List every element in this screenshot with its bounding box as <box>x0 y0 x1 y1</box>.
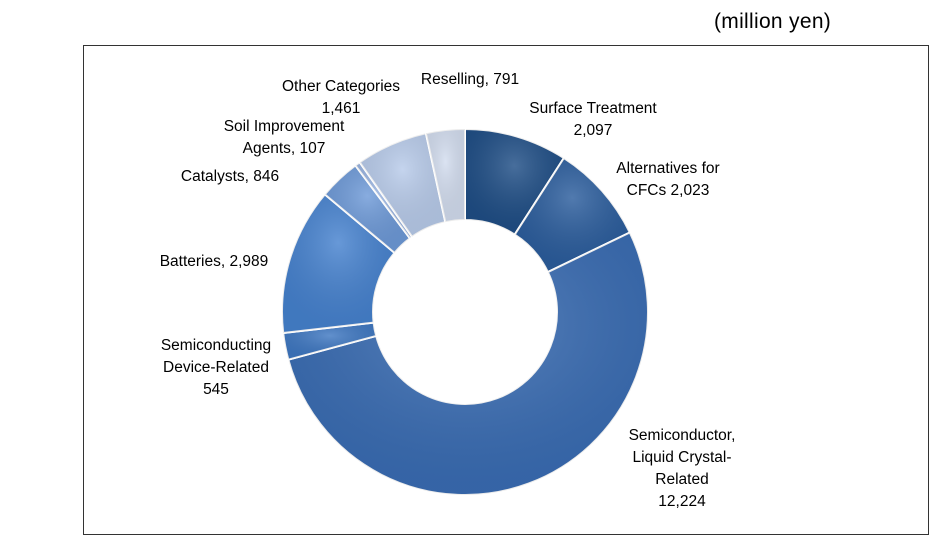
slices-group <box>281 127 649 496</box>
slice-label-line: Agents, 107 <box>243 140 326 157</box>
slice-label-line: 545 <box>203 381 229 398</box>
donut-slice-shade <box>465 129 564 235</box>
slice-label-line: Liquid Crystal- <box>632 449 731 466</box>
slice-label-line: 2,097 <box>574 122 613 139</box>
slice-label-line: Surface Treatment <box>529 100 657 117</box>
slice-label-line: Semiconductor, <box>629 427 736 444</box>
unit-label: (million yen) <box>714 10 832 33</box>
slice-label: Catalysts, 846 <box>181 168 279 185</box>
slice-label: Batteries, 2,989 <box>160 253 269 270</box>
slice-label-line: 1,461 <box>322 100 361 117</box>
slice-label: Other Categories 1,461 <box>282 78 400 117</box>
donut-slice-shade <box>425 129 465 223</box>
slice-label-line: Catalysts, 846 <box>181 168 279 185</box>
donut-slice-shade <box>359 133 446 237</box>
slice-label: Surface Treatment 2,097 <box>529 100 657 139</box>
donut-slice-shade <box>282 194 395 334</box>
slice-label: Soil Improvement Agents, 107 <box>224 118 345 157</box>
slice-label-line: Alternatives for <box>616 160 719 177</box>
slice-label-line: Batteries, 2,989 <box>160 253 269 270</box>
slice-label-line: 12,224 <box>658 493 706 510</box>
donut-slice-shade <box>324 165 410 253</box>
labels-group: Surface Treatment 2,097 Alternatives for CF… <box>160 71 736 510</box>
slice-label-line: Related <box>655 471 708 488</box>
slice-label: Reselling, 791 <box>421 71 519 88</box>
slice-label-line: Other Categories <box>282 78 400 95</box>
slice-label: Semiconducting Device-Related 545 <box>161 337 271 398</box>
donut-slice-shade <box>288 232 649 496</box>
donut-slice-shade <box>514 158 630 273</box>
donut-slice-shade <box>355 162 413 239</box>
slice-label-line: Semiconducting <box>161 337 271 354</box>
slice-label-line: Reselling, 791 <box>421 71 519 88</box>
slice-label-line: CFCs 2,023 <box>627 182 710 199</box>
donut-slice-shade <box>283 322 377 360</box>
slice-label: Semiconductor, Liquid Crystal- Related 12,2… <box>629 427 736 510</box>
slice-label-line: Soil Improvement <box>224 118 345 135</box>
slice-label-line: Device-Related <box>163 359 269 376</box>
slice-label: Alternatives for CFCs 2,023 <box>616 160 719 199</box>
